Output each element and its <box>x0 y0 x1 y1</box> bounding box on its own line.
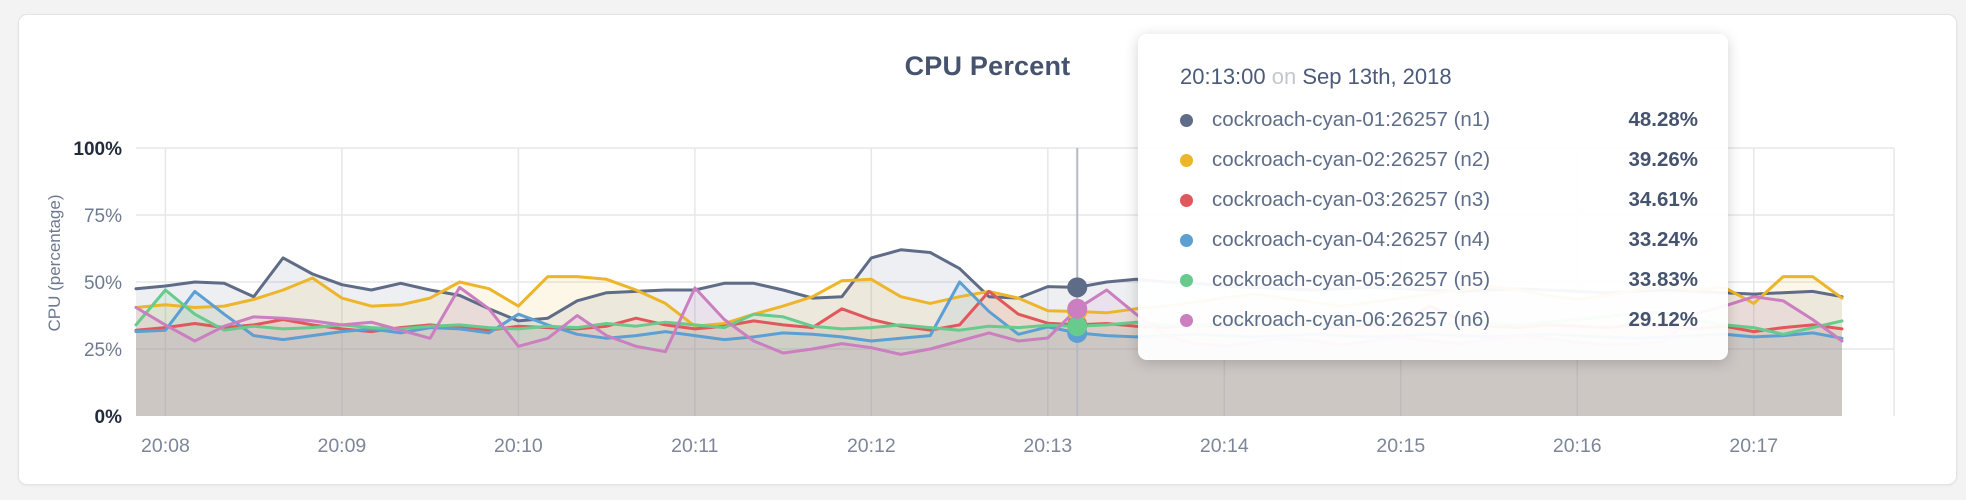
x-tick-label: 20:11 <box>671 435 718 457</box>
hover-tooltip: 20:13:00 on Sep 13th, 2018 cockroach-cya… <box>1138 34 1728 360</box>
x-tick-label: 20:14 <box>1200 435 1249 457</box>
tooltip-series-row: cockroach-cyan-04:26257 (n4) 33.24% <box>1174 220 1698 260</box>
series-value: 33.24% <box>1628 228 1698 251</box>
series-color-dot <box>1180 233 1193 247</box>
y-tick-label: 0% <box>95 407 123 428</box>
series-name: cockroach-cyan-01:26257 (n1) <box>1212 108 1491 131</box>
area-n4 <box>136 282 1842 416</box>
x-tick-label: 20:16 <box>1553 435 1602 457</box>
x-tick-label: 20:12 <box>847 435 896 457</box>
series-name: cockroach-cyan-04:26257 (n4) <box>1212 228 1491 251</box>
series-color-dot <box>1180 153 1193 167</box>
y-tick-label: 25% <box>84 340 122 361</box>
tooltip-series-row: cockroach-cyan-02:26257 (n2) 39.26% <box>1174 140 1698 180</box>
tooltip-conjunction: on <box>1271 64 1297 89</box>
hover-dot-n1 <box>1067 277 1088 298</box>
tooltip-time: 20:13:00 <box>1180 64 1266 89</box>
series-name: cockroach-cyan-06:26257 (n6) <box>1212 308 1491 331</box>
x-tick-label: 20:17 <box>1729 435 1778 457</box>
chart-card: CPU Percent CPU (percentage) 0% 25% 50% 75%… <box>18 14 1957 485</box>
series-color-dot <box>1180 313 1193 327</box>
hover-dot-n5 <box>1067 316 1088 337</box>
chart-title: CPU Percent <box>904 51 1071 81</box>
y-tick-label: 50% <box>84 273 122 294</box>
series-value: 34.61% <box>1628 188 1698 211</box>
x-tick-label: 20:09 <box>317 435 366 457</box>
tooltip-date: Sep 13th, 2018 <box>1302 64 1452 89</box>
series-color-dot <box>1180 113 1193 127</box>
series-value: 29.12% <box>1628 308 1698 331</box>
area-n5 <box>136 290 1842 416</box>
area-n6 <box>136 287 1842 416</box>
tooltip-series-row: cockroach-cyan-03:26257 (n3) 34.61% <box>1174 180 1698 220</box>
series-value: 33.83% <box>1628 268 1698 291</box>
series-name: cockroach-cyan-05:26257 (n5) <box>1212 268 1491 291</box>
hover-dot-n6 <box>1067 298 1088 319</box>
x-tick-label: 20:15 <box>1376 435 1425 457</box>
tooltip-series-row: cockroach-cyan-01:26257 (n1) 48.28% <box>1174 100 1698 140</box>
series-color-dot <box>1180 273 1193 287</box>
series-value: 39.26% <box>1628 148 1698 171</box>
y-tick-label: 100% <box>73 139 122 160</box>
series-name: cockroach-cyan-03:26257 (n3) <box>1212 188 1491 211</box>
y-tick-label: 75% <box>84 206 122 227</box>
x-tick-label: 20:13 <box>1023 435 1072 457</box>
x-tick-label: 20:10 <box>494 435 543 457</box>
series-color-dot <box>1180 193 1193 207</box>
series-value: 48.28% <box>1628 108 1698 131</box>
series-name: cockroach-cyan-02:26257 (n2) <box>1212 148 1491 171</box>
tooltip-rows: cockroach-cyan-01:26257 (n1) 48.28% cockro… <box>1174 100 1698 340</box>
tooltip-series-row: cockroach-cyan-06:26257 (n6) 29.12% <box>1174 300 1698 340</box>
tooltip-title: 20:13:00 on Sep 13th, 2018 <box>1180 64 1692 90</box>
x-tick-label: 20:08 <box>141 435 190 457</box>
tooltip-series-row: cockroach-cyan-05:26257 (n5) 33.83% <box>1174 260 1698 300</box>
